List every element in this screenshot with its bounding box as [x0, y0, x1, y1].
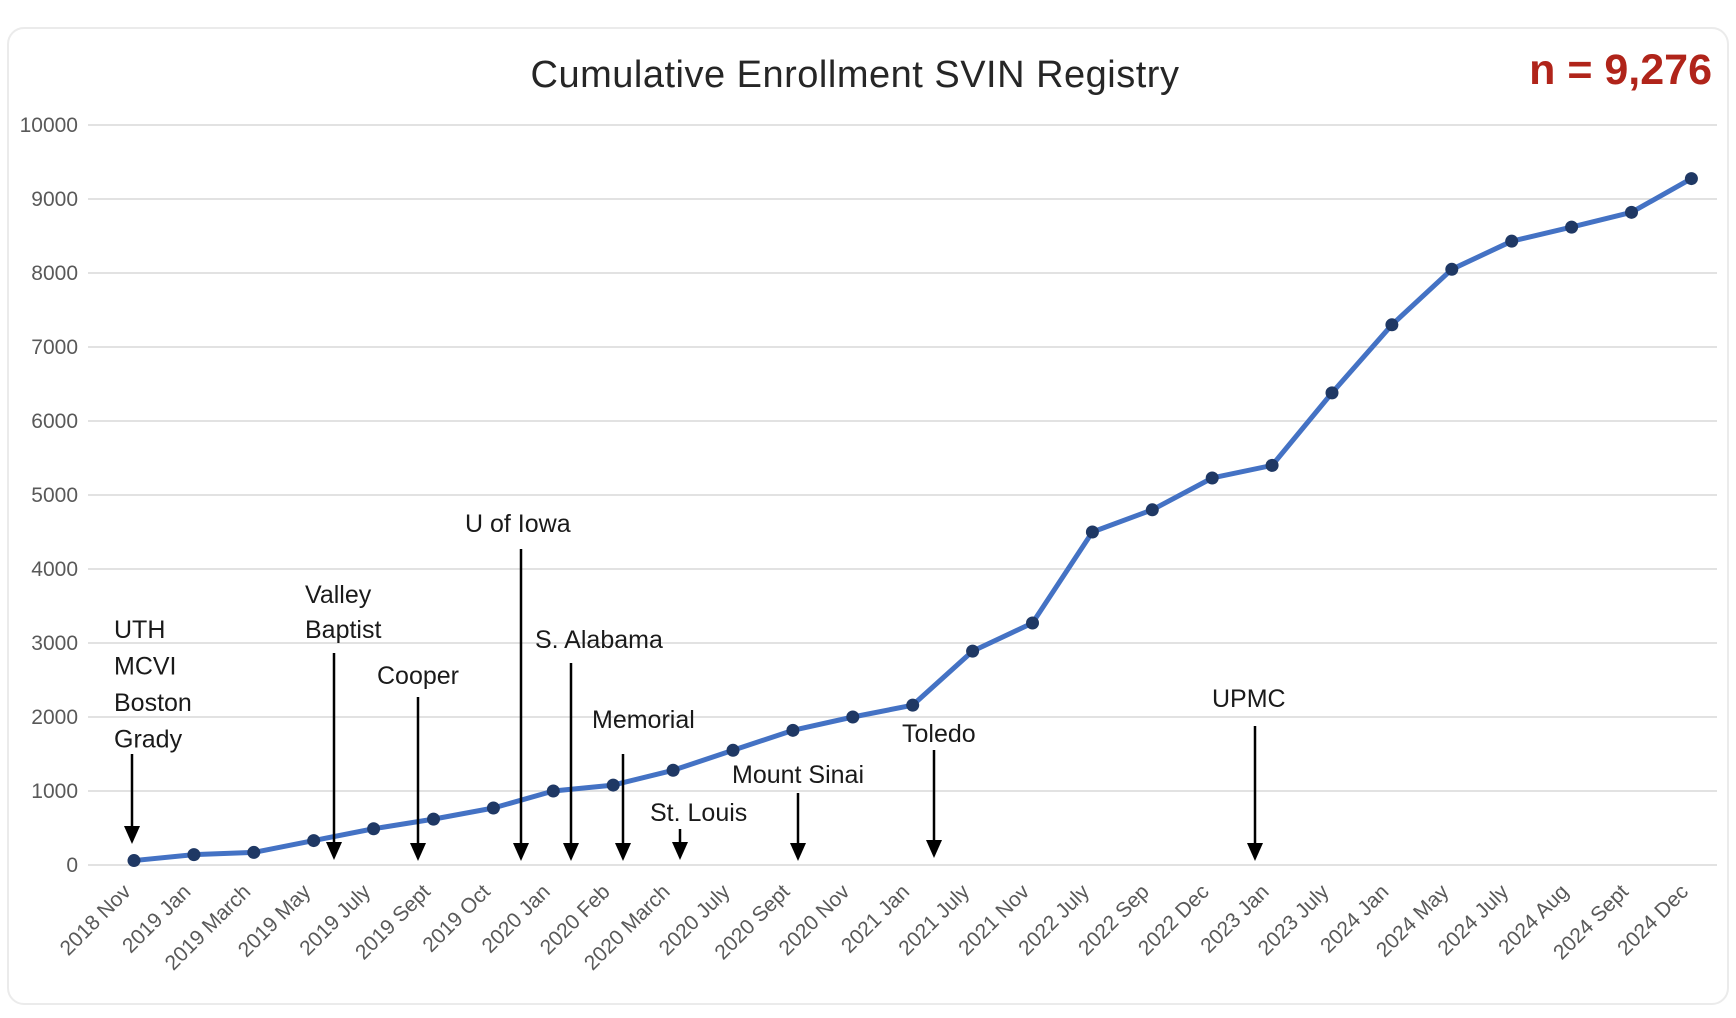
data-point-marker — [1684, 172, 1698, 186]
data-point-marker — [1145, 503, 1159, 517]
enrollment-line-series — [131, 176, 1694, 864]
card-border — [7, 27, 1729, 1005]
annotation-label: U of Iowa — [465, 510, 571, 538]
annotation-label: UPMC — [1212, 685, 1286, 713]
data-point-marker — [1385, 318, 1399, 332]
data-point-marker — [846, 710, 860, 724]
annotation-arrow-head — [563, 843, 579, 861]
annotation-arrow-head — [1247, 843, 1263, 861]
site-annotation-uth-mcvi-boston-grady: UTH MCVI Boston Grady — [114, 616, 192, 844]
y-axis-tick-label: 7000 — [31, 336, 78, 359]
annotation-label: UTH — [114, 616, 165, 644]
data-point-marker — [1565, 220, 1579, 234]
site-annotation-s-alabama: S. Alabama — [535, 626, 663, 861]
data-point-marker — [726, 743, 740, 757]
data-point-marker — [367, 822, 381, 836]
data-point-marker — [1625, 205, 1638, 219]
data-point-marker — [666, 763, 680, 777]
annotation-label: MCVI — [114, 653, 177, 681]
site-annotation-memorial: Memorial — [592, 706, 695, 861]
data-point-marker — [966, 644, 980, 658]
data-point-marker — [307, 834, 321, 848]
site-annotation-st-louis: St. Louis — [650, 799, 747, 860]
annotation-arrow-head — [326, 842, 342, 860]
site-annotation-u-of-iowa: U of Iowa — [465, 510, 571, 861]
data-point-marker — [906, 698, 920, 712]
annotation-label: Valley — [305, 581, 372, 609]
data-point-marker — [786, 723, 800, 737]
y-axis-tick-label: 1000 — [31, 780, 78, 803]
y-axis-tick-label: 10000 — [20, 114, 78, 137]
site-annotation-mount-sinai: Mount Sinai — [732, 761, 864, 861]
data-point-marker — [486, 801, 500, 815]
data-point-marker — [1325, 386, 1339, 400]
site-annotation-toledo: Toledo — [902, 720, 976, 858]
annotation-arrow-head — [926, 840, 942, 858]
data-point-marker — [127, 854, 141, 868]
data-point-marker — [427, 812, 440, 826]
data-point-marker — [247, 845, 261, 859]
data-point-marker — [1205, 471, 1219, 485]
y-axis-tick-label: 9000 — [31, 188, 78, 211]
annotation-arrow-head — [124, 826, 140, 844]
y-axis-tick-label: 4000 — [31, 558, 78, 581]
annotation-label: Cooper — [377, 662, 459, 690]
data-point-marker — [1085, 525, 1099, 539]
annotation-label: Memorial — [592, 706, 695, 734]
site-annotation-valley-baptist: Valley Baptist — [305, 581, 381, 860]
annotation-arrow-head — [513, 843, 529, 861]
total-enrollment-count: n = 9,276 — [1529, 46, 1712, 94]
annotation-arrow-head — [790, 843, 806, 861]
annotation-arrow-head — [410, 843, 426, 861]
data-point-marker — [1265, 458, 1279, 472]
data-point-marker — [1026, 616, 1039, 630]
site-annotation-upmc: UPMC — [1212, 685, 1286, 861]
y-axis-tick-label: 5000 — [31, 484, 78, 507]
annotation-label: Grady — [114, 726, 183, 754]
annotation-arrow-head — [672, 842, 688, 860]
data-point-marker — [1445, 262, 1459, 276]
y-axis-tick-label: 0 — [66, 854, 78, 877]
y-axis-tick-label: 6000 — [31, 410, 78, 433]
annotation-label: St. Louis — [650, 799, 747, 827]
chart-title: Cumulative Enrollment SVIN Registry — [530, 54, 1180, 96]
annotation-label: Mount Sinai — [732, 761, 864, 789]
annotation-arrow-head — [615, 843, 631, 861]
annotation-label: Toledo — [902, 720, 976, 748]
y-axis-tick-label: 2000 — [31, 706, 78, 729]
annotation-label: Baptist — [305, 616, 381, 644]
annotation-label: S. Alabama — [535, 626, 663, 654]
data-point-marker — [187, 848, 201, 862]
site-annotation-cooper: Cooper — [377, 662, 459, 861]
y-axis-tick-label: 3000 — [31, 632, 78, 655]
data-point-marker — [606, 778, 620, 792]
y-axis-tick-label: 8000 — [31, 262, 78, 285]
data-point-marker — [1505, 234, 1519, 248]
annotation-label: Boston — [114, 689, 192, 717]
data-point-marker — [546, 784, 560, 798]
